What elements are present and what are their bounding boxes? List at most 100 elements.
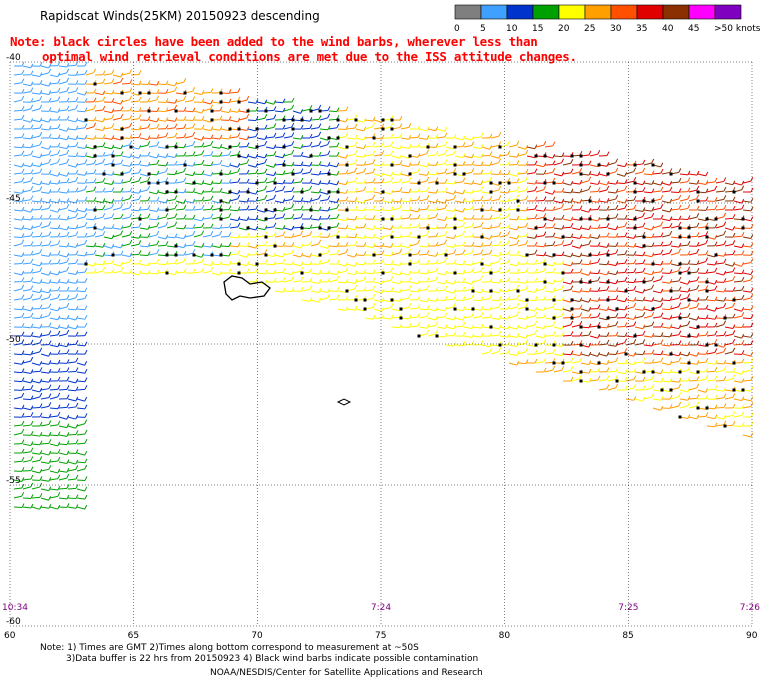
wind-barb-flag xyxy=(156,80,160,86)
wind-barb-flag xyxy=(147,176,151,182)
wind-barb-flag xyxy=(309,240,313,245)
wind-barb-flag xyxy=(444,204,448,209)
wind-barb xyxy=(625,236,634,239)
wind-barb xyxy=(319,297,328,301)
wind-barb xyxy=(733,235,743,238)
wind-barb xyxy=(562,299,571,303)
wind-barb xyxy=(58,137,67,141)
wind-barb-flag xyxy=(264,99,268,104)
wind-barb-flag xyxy=(597,242,601,247)
wind-barb-flag xyxy=(543,284,547,290)
wind-barb-flag xyxy=(291,168,295,173)
wind-barb xyxy=(670,396,679,400)
wind-barb xyxy=(580,334,590,337)
wind-barb-flag xyxy=(48,107,52,112)
wind-barb-flag xyxy=(624,179,628,184)
wind-barb xyxy=(607,308,616,312)
wind-barb-flag xyxy=(39,261,43,267)
wind-barb xyxy=(346,272,355,276)
wind-barb-flag xyxy=(84,486,88,492)
contamination-dot xyxy=(615,379,619,383)
wind-barb-flag xyxy=(525,302,529,308)
wind-barb xyxy=(256,272,265,275)
wind-barb-flag xyxy=(660,162,664,168)
wind-barb-flag xyxy=(237,88,241,93)
wind-barb-flag xyxy=(462,230,466,236)
wind-barb-flag xyxy=(372,178,376,183)
wind-barb-flag xyxy=(426,329,430,335)
wind-barb-flag xyxy=(399,270,403,276)
wind-barb-flag xyxy=(642,222,646,228)
contamination-dot xyxy=(498,145,502,149)
wind-barb-flag xyxy=(669,248,673,254)
wind-barb xyxy=(148,145,157,148)
wind-barb xyxy=(58,452,67,456)
wind-barb xyxy=(625,262,635,265)
wind-barb-flag xyxy=(75,279,79,284)
wind-barb xyxy=(166,108,175,112)
wind-barb-flag xyxy=(480,132,484,138)
wind-barb xyxy=(481,227,491,230)
wind-barb xyxy=(229,164,238,168)
wind-barb-flag xyxy=(723,302,727,308)
wind-barb xyxy=(373,290,382,294)
wind-barb xyxy=(274,290,283,293)
wind-barb xyxy=(211,216,220,220)
wind-barb-flag xyxy=(543,251,547,256)
wind-barb xyxy=(706,271,715,274)
wind-barb xyxy=(661,234,670,238)
contamination-dot xyxy=(525,307,529,311)
wind-barb-flag xyxy=(399,248,403,254)
wind-barb xyxy=(553,280,562,283)
contamination-dot xyxy=(219,91,223,95)
wind-barb xyxy=(535,254,545,257)
wind-barb-flag xyxy=(318,161,322,166)
wind-barb xyxy=(553,369,562,373)
wind-barb xyxy=(13,424,22,427)
wind-barb-flag xyxy=(336,180,340,186)
wind-barb xyxy=(463,137,472,141)
colorbar-swatch xyxy=(506,4,534,20)
wind-barb-flag xyxy=(183,199,187,204)
wind-barb-flag xyxy=(525,324,529,329)
wind-barb-flag xyxy=(21,503,25,508)
wind-barb-flag xyxy=(228,89,232,94)
wind-barb xyxy=(679,335,688,338)
wind-barb xyxy=(634,315,643,319)
wind-barb xyxy=(58,470,67,473)
wind-barb-flag xyxy=(552,168,556,173)
wind-barb-flag xyxy=(156,222,160,227)
wind-barb-flag xyxy=(183,151,187,157)
wind-barb xyxy=(67,398,76,402)
wind-barb-flag xyxy=(192,198,196,204)
wind-barb xyxy=(562,369,571,373)
wind-barb xyxy=(598,317,607,321)
contamination-dot xyxy=(597,163,601,167)
wind-barb xyxy=(328,253,337,256)
wind-barb-flag xyxy=(732,338,736,344)
wind-barb xyxy=(517,254,526,258)
wind-barb-flag xyxy=(219,159,223,165)
wind-barb-flag xyxy=(291,104,295,110)
contamination-dot xyxy=(669,289,673,293)
wind-barb-flag xyxy=(183,234,187,239)
wind-barb xyxy=(103,190,113,193)
wind-barb-flag xyxy=(705,304,709,310)
wind-barb-flag xyxy=(633,251,637,256)
wind-barb-flag xyxy=(543,222,547,228)
wind-barb xyxy=(301,234,310,238)
wind-barb-flag xyxy=(489,224,493,229)
wind-barb xyxy=(58,497,68,500)
wind-barb-flag xyxy=(687,320,691,326)
wind-barbs-layer xyxy=(13,61,754,510)
wind-barb-flag xyxy=(300,144,304,149)
wind-barb-flag xyxy=(552,177,556,183)
wind-barb xyxy=(265,136,275,139)
wind-barb xyxy=(481,146,490,150)
contamination-dot xyxy=(264,253,268,257)
wind-barb xyxy=(571,236,580,240)
wind-barb-flag xyxy=(723,195,727,200)
y-tick-label: -50 xyxy=(6,335,21,345)
wind-barb xyxy=(103,127,112,130)
contamination-dot xyxy=(246,109,250,113)
